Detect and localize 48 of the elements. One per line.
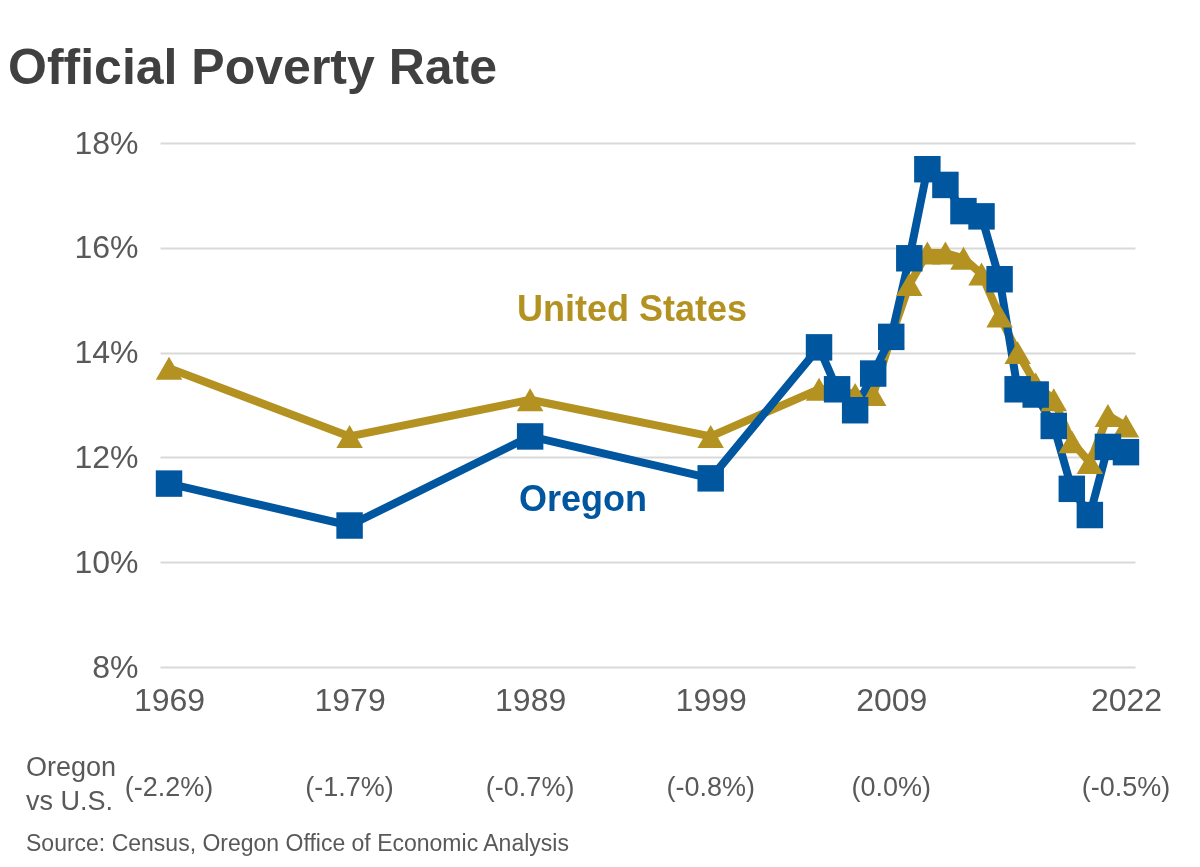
point	[1058, 430, 1086, 454]
point	[155, 356, 183, 380]
point	[859, 360, 887, 387]
text: (0.0%)	[851, 772, 932, 803]
point	[1022, 381, 1049, 408]
point	[841, 397, 869, 424]
text: (-1.7%)	[305, 772, 394, 803]
x-tick-label: 2009	[856, 681, 928, 718]
x-tick-label: 1979	[314, 681, 386, 718]
text: (-0.8%)	[666, 772, 755, 803]
source-note: Source: Census, Oregon Office of Economic Analysis	[26, 830, 569, 857]
text: (-2.2%)	[124, 772, 214, 803]
point	[697, 465, 724, 492]
y-tick-label: 16%	[74, 229, 139, 266]
point	[336, 512, 363, 539]
point	[1004, 341, 1031, 365]
point	[516, 388, 544, 412]
point	[336, 424, 363, 448]
point	[932, 241, 959, 265]
y-tick-label: 12%	[74, 438, 139, 475]
y-tick-label: 10%	[74, 543, 139, 580]
point	[155, 470, 183, 497]
point	[1040, 412, 1067, 440]
text: (-0.7%)	[485, 772, 575, 803]
point	[805, 334, 833, 361]
x-tick-label: 1999	[675, 681, 747, 718]
series-label: United States	[516, 288, 748, 329]
point	[1076, 451, 1104, 475]
series-label: Oregon	[518, 478, 648, 519]
point	[516, 423, 544, 450]
y-tick-label: 18%	[74, 124, 139, 161]
chart-title: Official Poverty Rate	[8, 38, 498, 96]
point	[986, 304, 1013, 328]
point	[1076, 501, 1104, 529]
point	[1058, 475, 1086, 503]
x-tick-label: 1989	[495, 681, 567, 718]
x-tick-label: 2022	[1090, 681, 1163, 718]
y-tick-label: 14%	[74, 334, 139, 371]
point	[896, 245, 923, 272]
point	[1112, 438, 1140, 466]
point	[968, 203, 995, 230]
point	[986, 266, 1013, 293]
point	[932, 171, 959, 199]
text: (-0.5%)	[1081, 772, 1171, 803]
point	[1094, 404, 1122, 427]
point	[697, 424, 724, 448]
point	[896, 273, 923, 296]
text: Oregon vs U.S.	[26, 752, 117, 816]
